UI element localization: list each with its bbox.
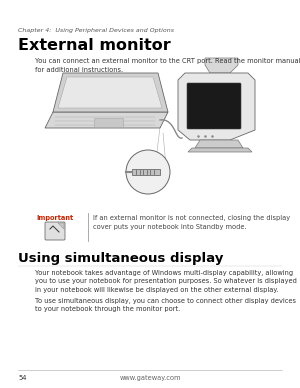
FancyBboxPatch shape <box>45 222 65 240</box>
Polygon shape <box>188 148 252 152</box>
Text: If an external monitor is not connected, closing the display
cover puts your not: If an external monitor is not connected,… <box>93 215 290 229</box>
Text: Your notebook takes advantage of Windows multi-display capability, allowing
you : Your notebook takes advantage of Windows… <box>35 270 297 293</box>
FancyBboxPatch shape <box>94 118 124 128</box>
Text: You can connect an external monitor to the CRT port. Read the monitor manual
for: You can connect an external monitor to t… <box>35 58 300 73</box>
Text: Using simultaneous display: Using simultaneous display <box>18 252 224 265</box>
Text: External monitor: External monitor <box>18 38 171 53</box>
Text: 54: 54 <box>18 375 26 381</box>
FancyBboxPatch shape <box>187 83 241 129</box>
Text: Important: Important <box>36 215 73 221</box>
Circle shape <box>126 150 170 194</box>
Polygon shape <box>45 112 168 128</box>
Polygon shape <box>205 58 238 73</box>
Text: To use simultaneous display, you can choose to connect other display devices
to : To use simultaneous display, you can cho… <box>35 298 296 312</box>
Text: www.gateway.com: www.gateway.com <box>119 375 181 381</box>
Polygon shape <box>53 73 168 112</box>
Polygon shape <box>195 140 243 148</box>
Polygon shape <box>132 169 160 175</box>
Polygon shape <box>58 77 162 108</box>
Text: Chapter 4:  Using Peripheral Devices and Options: Chapter 4: Using Peripheral Devices and … <box>18 28 174 33</box>
Polygon shape <box>178 73 255 140</box>
Polygon shape <box>58 223 64 229</box>
